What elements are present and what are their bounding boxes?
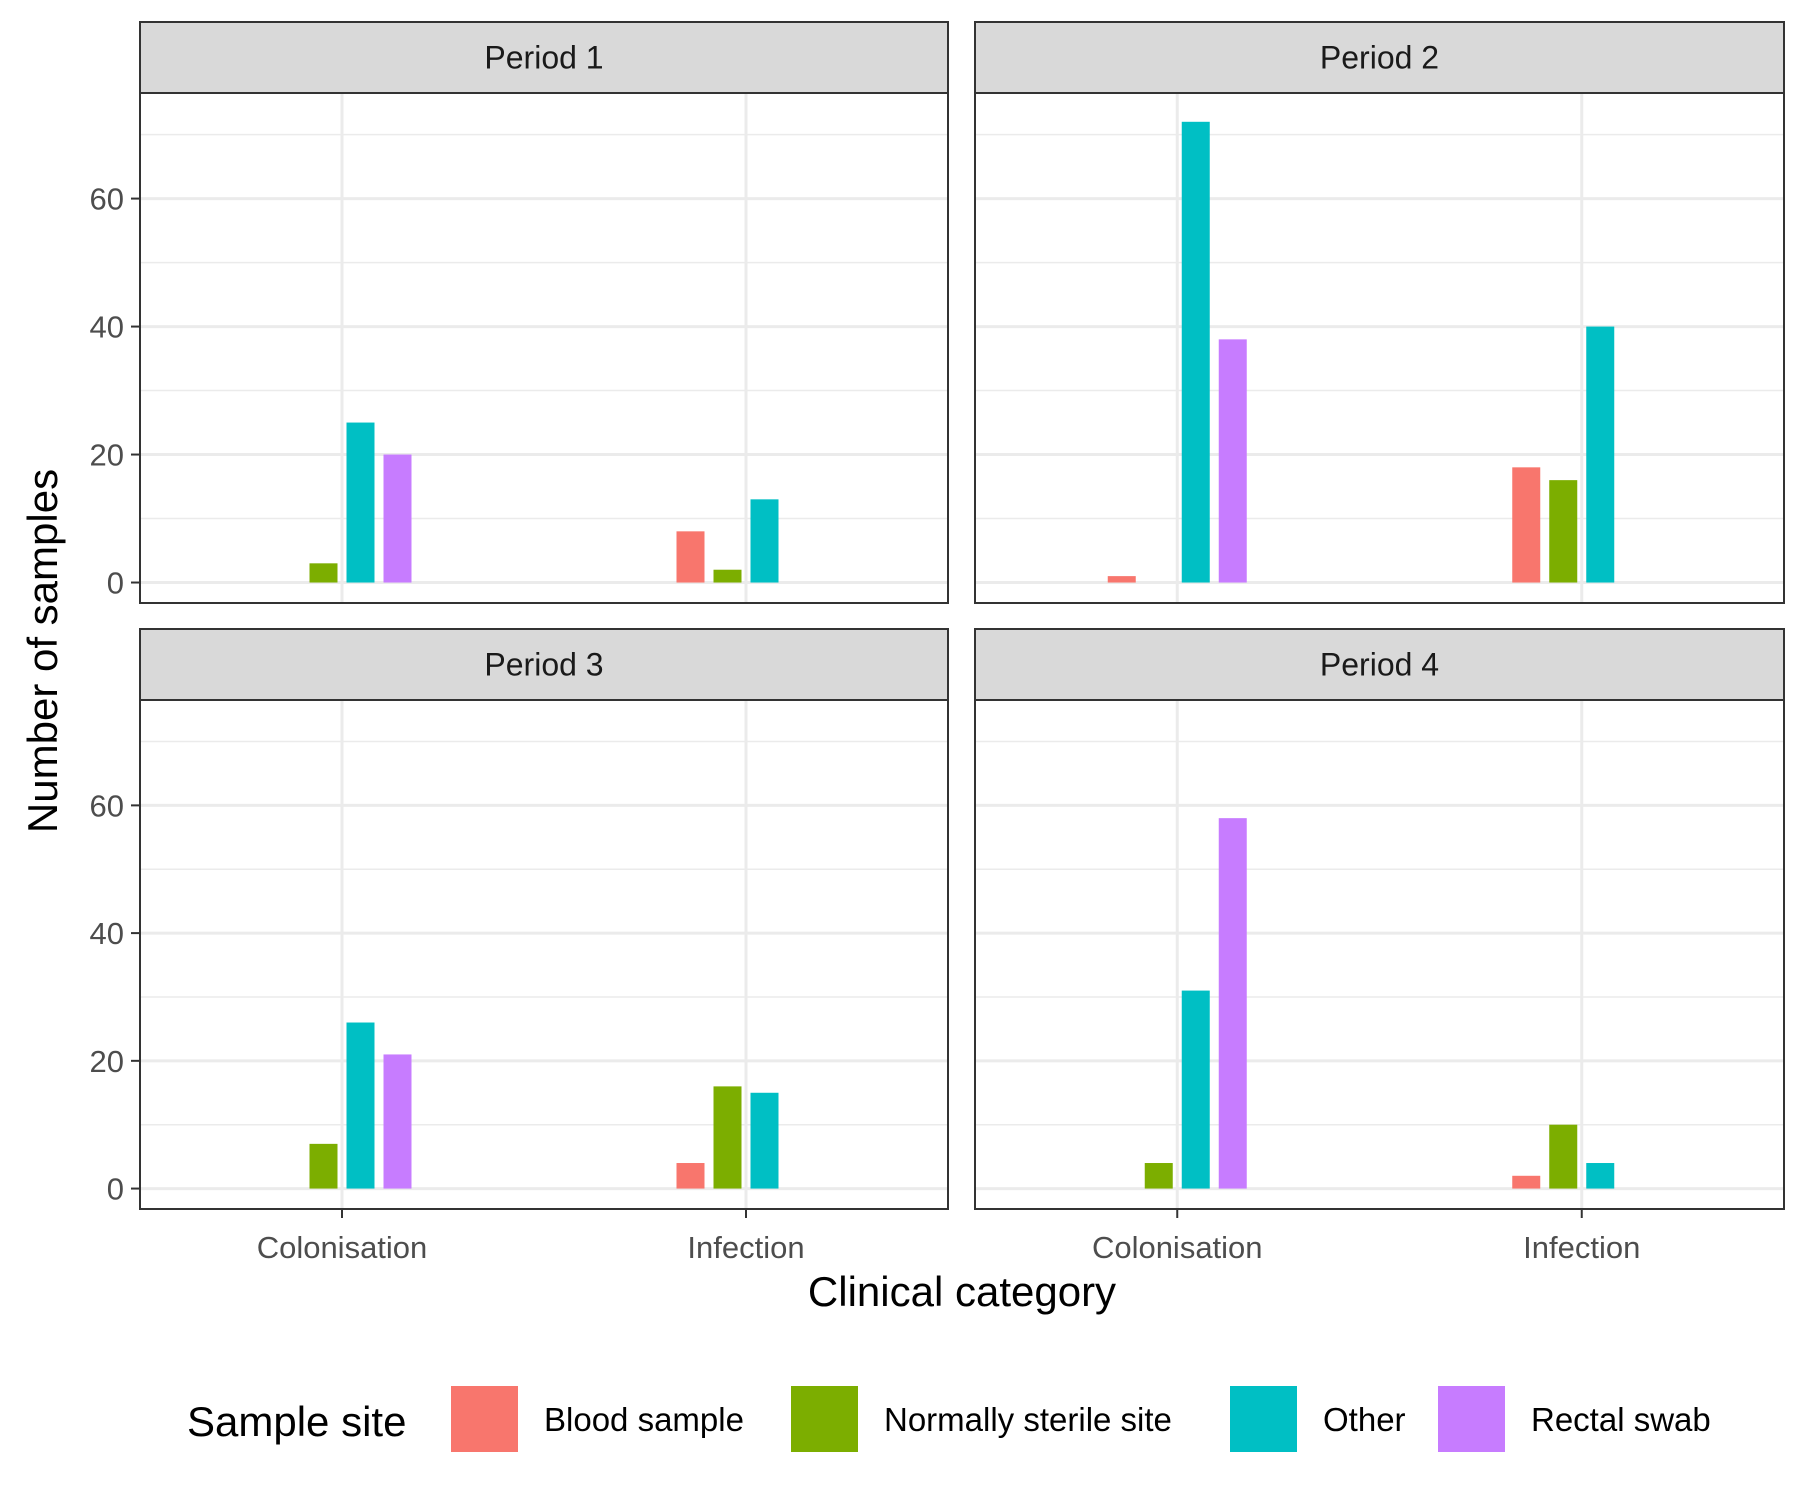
- bar-period-2-infection-other: [1586, 326, 1615, 583]
- y-tick-label: 20: [90, 1044, 124, 1079]
- bar-period-1-colonisation-rectal-swab: [383, 454, 412, 583]
- panel-background: [140, 93, 948, 603]
- legend-key: [791, 1386, 858, 1452]
- legend-label: Blood sample: [544, 1401, 744, 1438]
- x-tick-label: Colonisation: [257, 1230, 428, 1265]
- y-tick-label: 20: [90, 438, 124, 473]
- panel-strip: [139, 628, 949, 701]
- panel-title: Period 4: [1320, 647, 1439, 683]
- bar-period-1-infection-other: [750, 499, 779, 583]
- bar-period-1-colonisation-normally-sterile-site: [309, 563, 338, 583]
- bar-period-3-infection-normally-sterile-site: [713, 1086, 742, 1189]
- legend-item-rectal-swab: Rectal swab: [1438, 1386, 1711, 1452]
- bar-period-4-infection-blood-sample: [1512, 1175, 1541, 1189]
- bar-period-4-infection-normally-sterile-site: [1549, 1124, 1578, 1189]
- y-tick-label: 60: [90, 182, 124, 217]
- panel-background: [140, 700, 948, 1209]
- legend-key: [1230, 1386, 1297, 1452]
- x-tick-label: Colonisation: [1092, 1230, 1263, 1265]
- y-axis-title: Number of samples: [19, 469, 66, 833]
- legend-label: Normally sterile site: [884, 1401, 1172, 1438]
- bar-period-1-infection-normally-sterile-site: [713, 569, 742, 583]
- legend-item-blood-sample: Blood sample: [451, 1386, 744, 1452]
- y-tick-label: 40: [90, 310, 124, 345]
- bar-period-1-infection-blood-sample: [676, 531, 705, 583]
- y-tick-label: 0: [107, 1172, 124, 1207]
- x-axis-title: Clinical category: [808, 1268, 1116, 1315]
- bar-period-3-colonisation-rectal-swab: [383, 1054, 412, 1189]
- bar-period-4-colonisation-rectal-swab: [1218, 818, 1247, 1189]
- y-tick-label: 60: [90, 788, 124, 823]
- legend-key: [1438, 1386, 1505, 1452]
- legend: Sample site Blood sample Normally sterile…: [187, 1386, 1711, 1452]
- panel-title: Period 2: [1320, 40, 1439, 76]
- panels-layer: Period 1 0 20 40 60 Period 2 Period 3 0 20 40 60 Co…: [90, 21, 1785, 1265]
- bar-period-3-infection-other: [750, 1092, 779, 1189]
- x-tick-label: Infection: [1523, 1230, 1640, 1265]
- panel-strip: [974, 628, 1785, 701]
- bar-period-4-colonisation-other: [1181, 990, 1210, 1189]
- bar-period-2-colonisation-rectal-swab: [1218, 339, 1247, 583]
- panel-period-3: Period 3 0 20 40 60 Colonisation Infection: [90, 628, 949, 1265]
- y-tick-label: 40: [90, 916, 124, 951]
- bar-period-2-infection-blood-sample: [1512, 467, 1541, 583]
- panel-title: Period 1: [484, 40, 603, 76]
- legend-item-other: Other: [1230, 1386, 1406, 1452]
- bar-period-4-colonisation-normally-sterile-site: [1144, 1163, 1173, 1189]
- legend-key: [451, 1386, 518, 1452]
- panel-title: Period 3: [484, 647, 603, 683]
- panel-period-2: Period 2: [974, 21, 1785, 604]
- panel-strip: [139, 21, 949, 94]
- bar-period-2-colonisation-blood-sample: [1107, 576, 1136, 583]
- bar-period-3-colonisation-normally-sterile-site: [309, 1143, 338, 1189]
- bar-period-2-infection-normally-sterile-site: [1549, 480, 1578, 583]
- panel-period-1: Period 1 0 20 40 60: [90, 21, 949, 604]
- legend-title: Sample site: [187, 1398, 406, 1445]
- x-tick-label: Infection: [687, 1230, 804, 1265]
- bar-period-3-infection-blood-sample: [676, 1163, 705, 1189]
- panel-strip: [974, 21, 1785, 94]
- panel-background: [975, 700, 1784, 1209]
- panel-background: [975, 93, 1784, 603]
- bar-period-3-colonisation-other: [346, 1022, 375, 1189]
- legend-label: Rectal swab: [1531, 1401, 1711, 1438]
- bar-period-4-infection-other: [1586, 1163, 1615, 1189]
- bar-period-2-colonisation-other: [1181, 121, 1210, 583]
- legend-label: Other: [1323, 1401, 1406, 1438]
- y-tick-label: 0: [107, 566, 124, 601]
- bar-period-1-colonisation-other: [346, 422, 375, 583]
- legend-item-normally-sterile-site: Normally sterile site: [791, 1386, 1172, 1452]
- panel-period-4: Period 4 Colonisation Infection: [974, 628, 1785, 1265]
